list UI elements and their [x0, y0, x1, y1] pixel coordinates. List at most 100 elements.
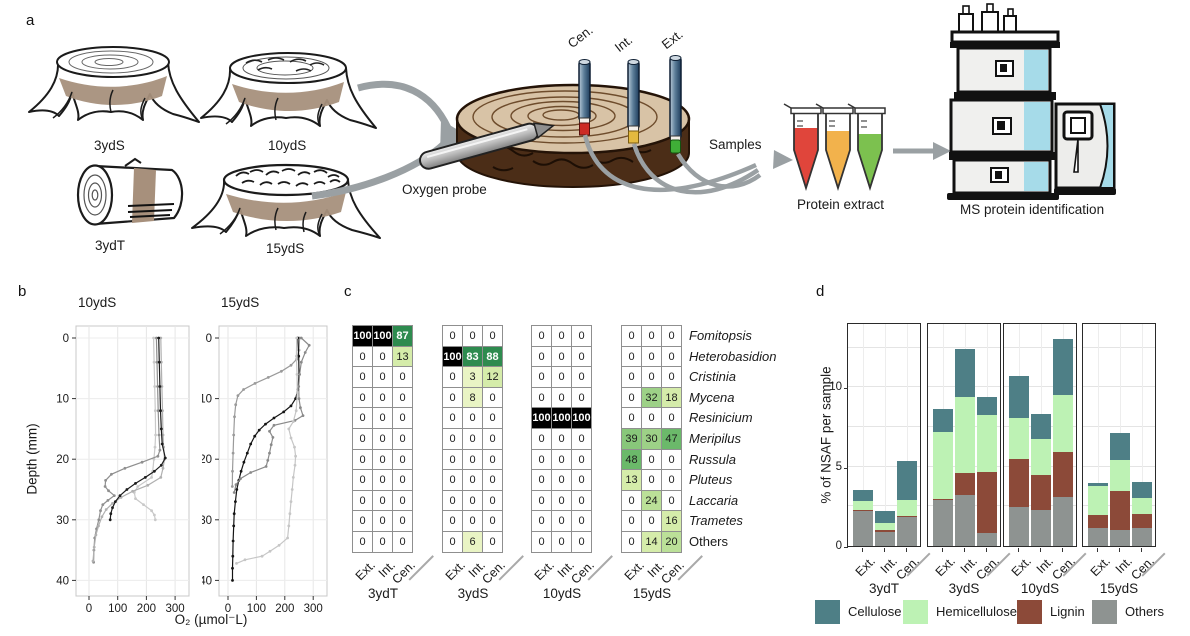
data-point — [289, 404, 293, 408]
data-point — [103, 485, 107, 488]
data-point — [272, 423, 276, 427]
data-point — [159, 409, 162, 413]
o2-plot-15yds: 0 100 200 300 0 10 20 30 40 — [202, 325, 328, 615]
y-tick-label: 0 — [63, 333, 69, 345]
data-point — [140, 460, 144, 464]
y-tick-label: 10 — [56, 394, 69, 406]
data-point — [110, 472, 113, 476]
legend-label-others: Others — [1125, 604, 1165, 619]
x-tick-label: 200 — [137, 603, 156, 615]
data-point — [154, 433, 157, 437]
data-point — [158, 448, 162, 452]
o2-profile-series-profile-dark — [231, 337, 300, 581]
protein-extract-label: Protein extract — [797, 197, 885, 212]
genus-label: Laccaria — [689, 492, 739, 508]
data-point — [159, 463, 163, 467]
x-tick-label: 100 — [108, 603, 127, 615]
data-point — [294, 409, 298, 413]
genus-label: Others — [689, 534, 729, 549]
data-point — [303, 351, 307, 354]
x-tick-label: 0 — [225, 603, 231, 615]
data-point — [104, 508, 108, 511]
heatmap-group-label: 15ydS — [632, 585, 672, 601]
oxygen-probe — [419, 122, 556, 170]
sample-tube-red — [783, 103, 822, 191]
data-point — [97, 518, 101, 522]
data-point — [143, 476, 147, 479]
data-point — [136, 485, 140, 488]
data-point — [157, 336, 161, 340]
data-point — [264, 465, 268, 468]
legend-swatch-lignin — [1017, 600, 1042, 624]
heatmap-cell: 6 — [462, 531, 483, 553]
data-point — [234, 403, 238, 407]
heatmap-cell: 0 — [571, 489, 592, 512]
heatmap-cell: 0 — [661, 448, 682, 471]
stump-10yds-illustration — [200, 52, 377, 129]
x-tick-label: 200 — [275, 603, 294, 615]
genus-label: Resinicium — [689, 410, 753, 426]
legend-label-cellulose: Cellulose — [848, 604, 902, 619]
data-point — [239, 469, 243, 473]
genus-label: Meripilus — [689, 431, 742, 446]
genus-label: Fomitopsis — [689, 328, 752, 343]
data-point — [253, 434, 257, 438]
plot-title-15yds: 15ydS — [221, 295, 260, 310]
oxygen-probe-label: Oxygen probe — [402, 182, 487, 197]
data-point — [287, 427, 291, 431]
data-point — [150, 509, 153, 513]
genus-label: Pluteus — [689, 472, 733, 488]
data-point — [242, 460, 246, 464]
legend-swatch-cellulose — [815, 600, 840, 624]
y-tick-label: 20 — [202, 454, 212, 466]
data-point — [100, 515, 104, 519]
data-point — [232, 524, 236, 528]
legend-swatch-hemicellulose — [903, 600, 928, 624]
probe-int — [627, 59, 640, 144]
data-point — [161, 409, 164, 413]
heatmap-cell: 20 — [661, 531, 682, 553]
data-point — [125, 488, 129, 491]
panel-d-label: d — [816, 283, 825, 300]
genus-label: Trametes — [689, 513, 743, 529]
data-point — [232, 512, 236, 516]
o2-plot-10yds: 0 100 200 300 0 10 20 30 40 — [56, 325, 190, 615]
o2-axis-label: O₂ (µmol⁻L) — [174, 612, 248, 627]
plot-panel — [218, 325, 328, 597]
data-point — [231, 451, 235, 455]
data-point — [266, 376, 270, 379]
data-point — [234, 500, 237, 503]
genus-label: Heterobasidion — [689, 348, 777, 364]
sample-tube-orange — [815, 103, 854, 191]
y-tick-label: 0 — [206, 333, 212, 345]
stump-label-3yds: 3ydS — [94, 138, 125, 153]
data-point — [242, 388, 245, 391]
data-point — [118, 494, 122, 497]
y-tick-label: 10 — [202, 394, 212, 406]
stump-15yds-illustration — [191, 163, 381, 239]
heatmap-cell: 0 — [571, 448, 592, 471]
data-point — [94, 533, 98, 537]
panel-c-label: c — [344, 283, 352, 300]
data-point — [257, 428, 261, 432]
data-point — [159, 476, 163, 479]
data-point — [156, 454, 160, 458]
data-point — [234, 483, 238, 487]
arrow-samples — [582, 134, 793, 195]
data-point — [298, 373, 301, 376]
data-point — [97, 524, 100, 528]
data-point — [299, 360, 303, 364]
data-point — [272, 416, 276, 420]
data-point — [131, 489, 134, 493]
samples-label: Samples — [709, 137, 762, 152]
data-point — [231, 469, 234, 473]
data-point — [295, 354, 298, 358]
data-point — [233, 415, 236, 419]
data-point — [108, 518, 112, 522]
data-point — [123, 466, 127, 470]
ms-label: MS protein identification — [960, 202, 1105, 217]
data-point — [301, 414, 305, 417]
heatmap-group-label: 10ydS — [542, 585, 582, 601]
data-point — [155, 360, 159, 364]
